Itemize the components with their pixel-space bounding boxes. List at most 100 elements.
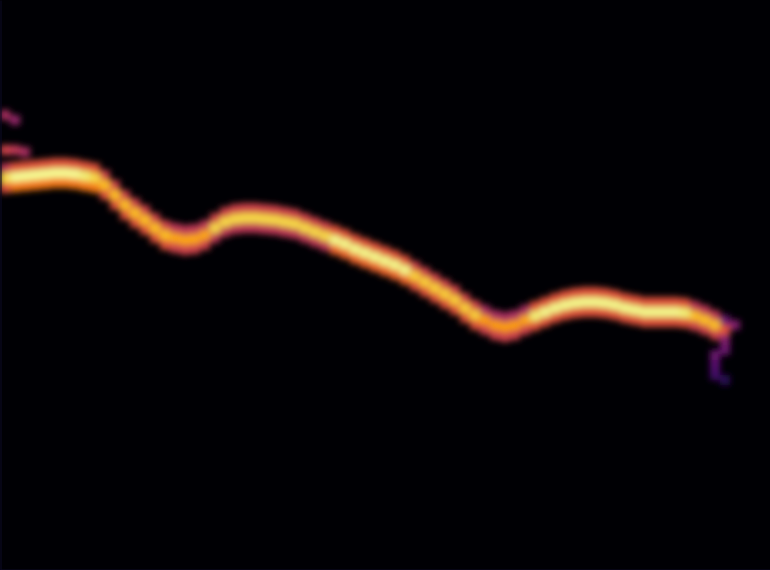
heat-cell [270,225,280,235]
heat-cell [570,308,580,318]
heat-cell [150,223,160,233]
heat-cell [610,290,620,300]
heat-cell [670,317,680,327]
heat-cell [420,267,430,277]
heat-cell [620,313,630,323]
heat-cell [500,322,510,332]
heat-cell [240,203,250,213]
heat-cell [230,224,240,234]
heat-cell [660,307,670,317]
heat-cell [90,173,100,183]
heat-cell [600,288,610,298]
heat-cell [10,115,20,125]
heat-cell [330,235,340,245]
heat-cell [330,245,340,255]
heat-cell [80,181,90,191]
heat-cell [650,307,660,317]
heat-cell [720,315,730,325]
heat-cell [120,200,130,210]
heat-cell [50,178,60,188]
heat-cell [60,168,70,178]
heat-cell [320,221,330,231]
heat-cell [360,248,370,258]
heat-cell [220,207,230,217]
heat-cell [360,258,370,268]
heat-cell [550,293,560,303]
heat-cell [360,238,370,248]
heat-cell [670,307,680,317]
heat-cell [20,181,30,191]
heat-cell [100,180,110,190]
heat-cell [460,303,470,313]
heat-cell [540,297,550,307]
heat-cell [160,240,170,250]
heat-cell [600,308,610,318]
heat-cell [600,298,610,308]
heat-cell [150,233,160,243]
heat-cell [560,310,570,320]
heat-cell [590,307,600,317]
heat-cell [570,298,580,308]
heat-cell [310,227,320,237]
heat-cell [380,256,390,266]
heat-cell [480,315,490,325]
heat-cell [500,312,510,322]
heat-cell [220,217,230,227]
heat-cell [130,198,140,208]
heat-cell [490,330,500,340]
heat-cell [280,217,290,227]
heat-cell [60,158,70,168]
heat-cell [120,210,130,220]
heat-cell [400,265,410,275]
heat-cell [490,320,500,330]
heat-cell [350,234,360,244]
heat-cell [290,229,300,239]
heat-cell [100,170,110,180]
heat-cell [110,190,120,200]
heat-cell [160,220,170,230]
heat-cell [260,204,270,214]
heat-cell [170,243,180,253]
heat-cell [480,305,490,315]
heat-cell [710,330,720,340]
heat-cell [140,225,150,235]
heat-cell [550,303,560,313]
heat-cell [480,325,490,335]
heat-cell [440,279,450,289]
heat-cell [510,330,520,340]
heat-cell [490,310,500,320]
heat-cell [10,172,20,182]
heat-cell [190,234,200,244]
heat-cell [270,205,280,215]
heat-cell [190,244,200,254]
heat-cell [520,325,530,335]
heat-cell [720,325,730,335]
heat-cell [70,179,80,189]
heat-cell [450,295,460,305]
heat-cell [250,203,260,213]
heat-cell [530,321,540,331]
heat-cell [270,215,280,225]
heat-cell [450,305,460,315]
heat-cell [250,223,260,233]
heat-cell [40,169,50,179]
heat-cell [650,317,660,327]
heat-cell [580,307,590,317]
cells [0,110,740,385]
heat-cell [130,218,140,228]
heat-cell [410,261,420,271]
heat-cell [470,300,480,310]
heat-cell [380,266,390,276]
heat-cell [710,360,720,370]
heat-cell [510,310,520,320]
heat-cell [640,307,650,317]
heat-cell [90,183,100,193]
heat-cell [30,170,40,180]
heat-cell [560,300,570,310]
heat-cell [420,277,430,287]
heat-cell [670,297,680,307]
heat-cell [70,159,80,169]
heat-cell [320,241,330,251]
chart [0,0,770,570]
heat-cell [250,213,260,223]
